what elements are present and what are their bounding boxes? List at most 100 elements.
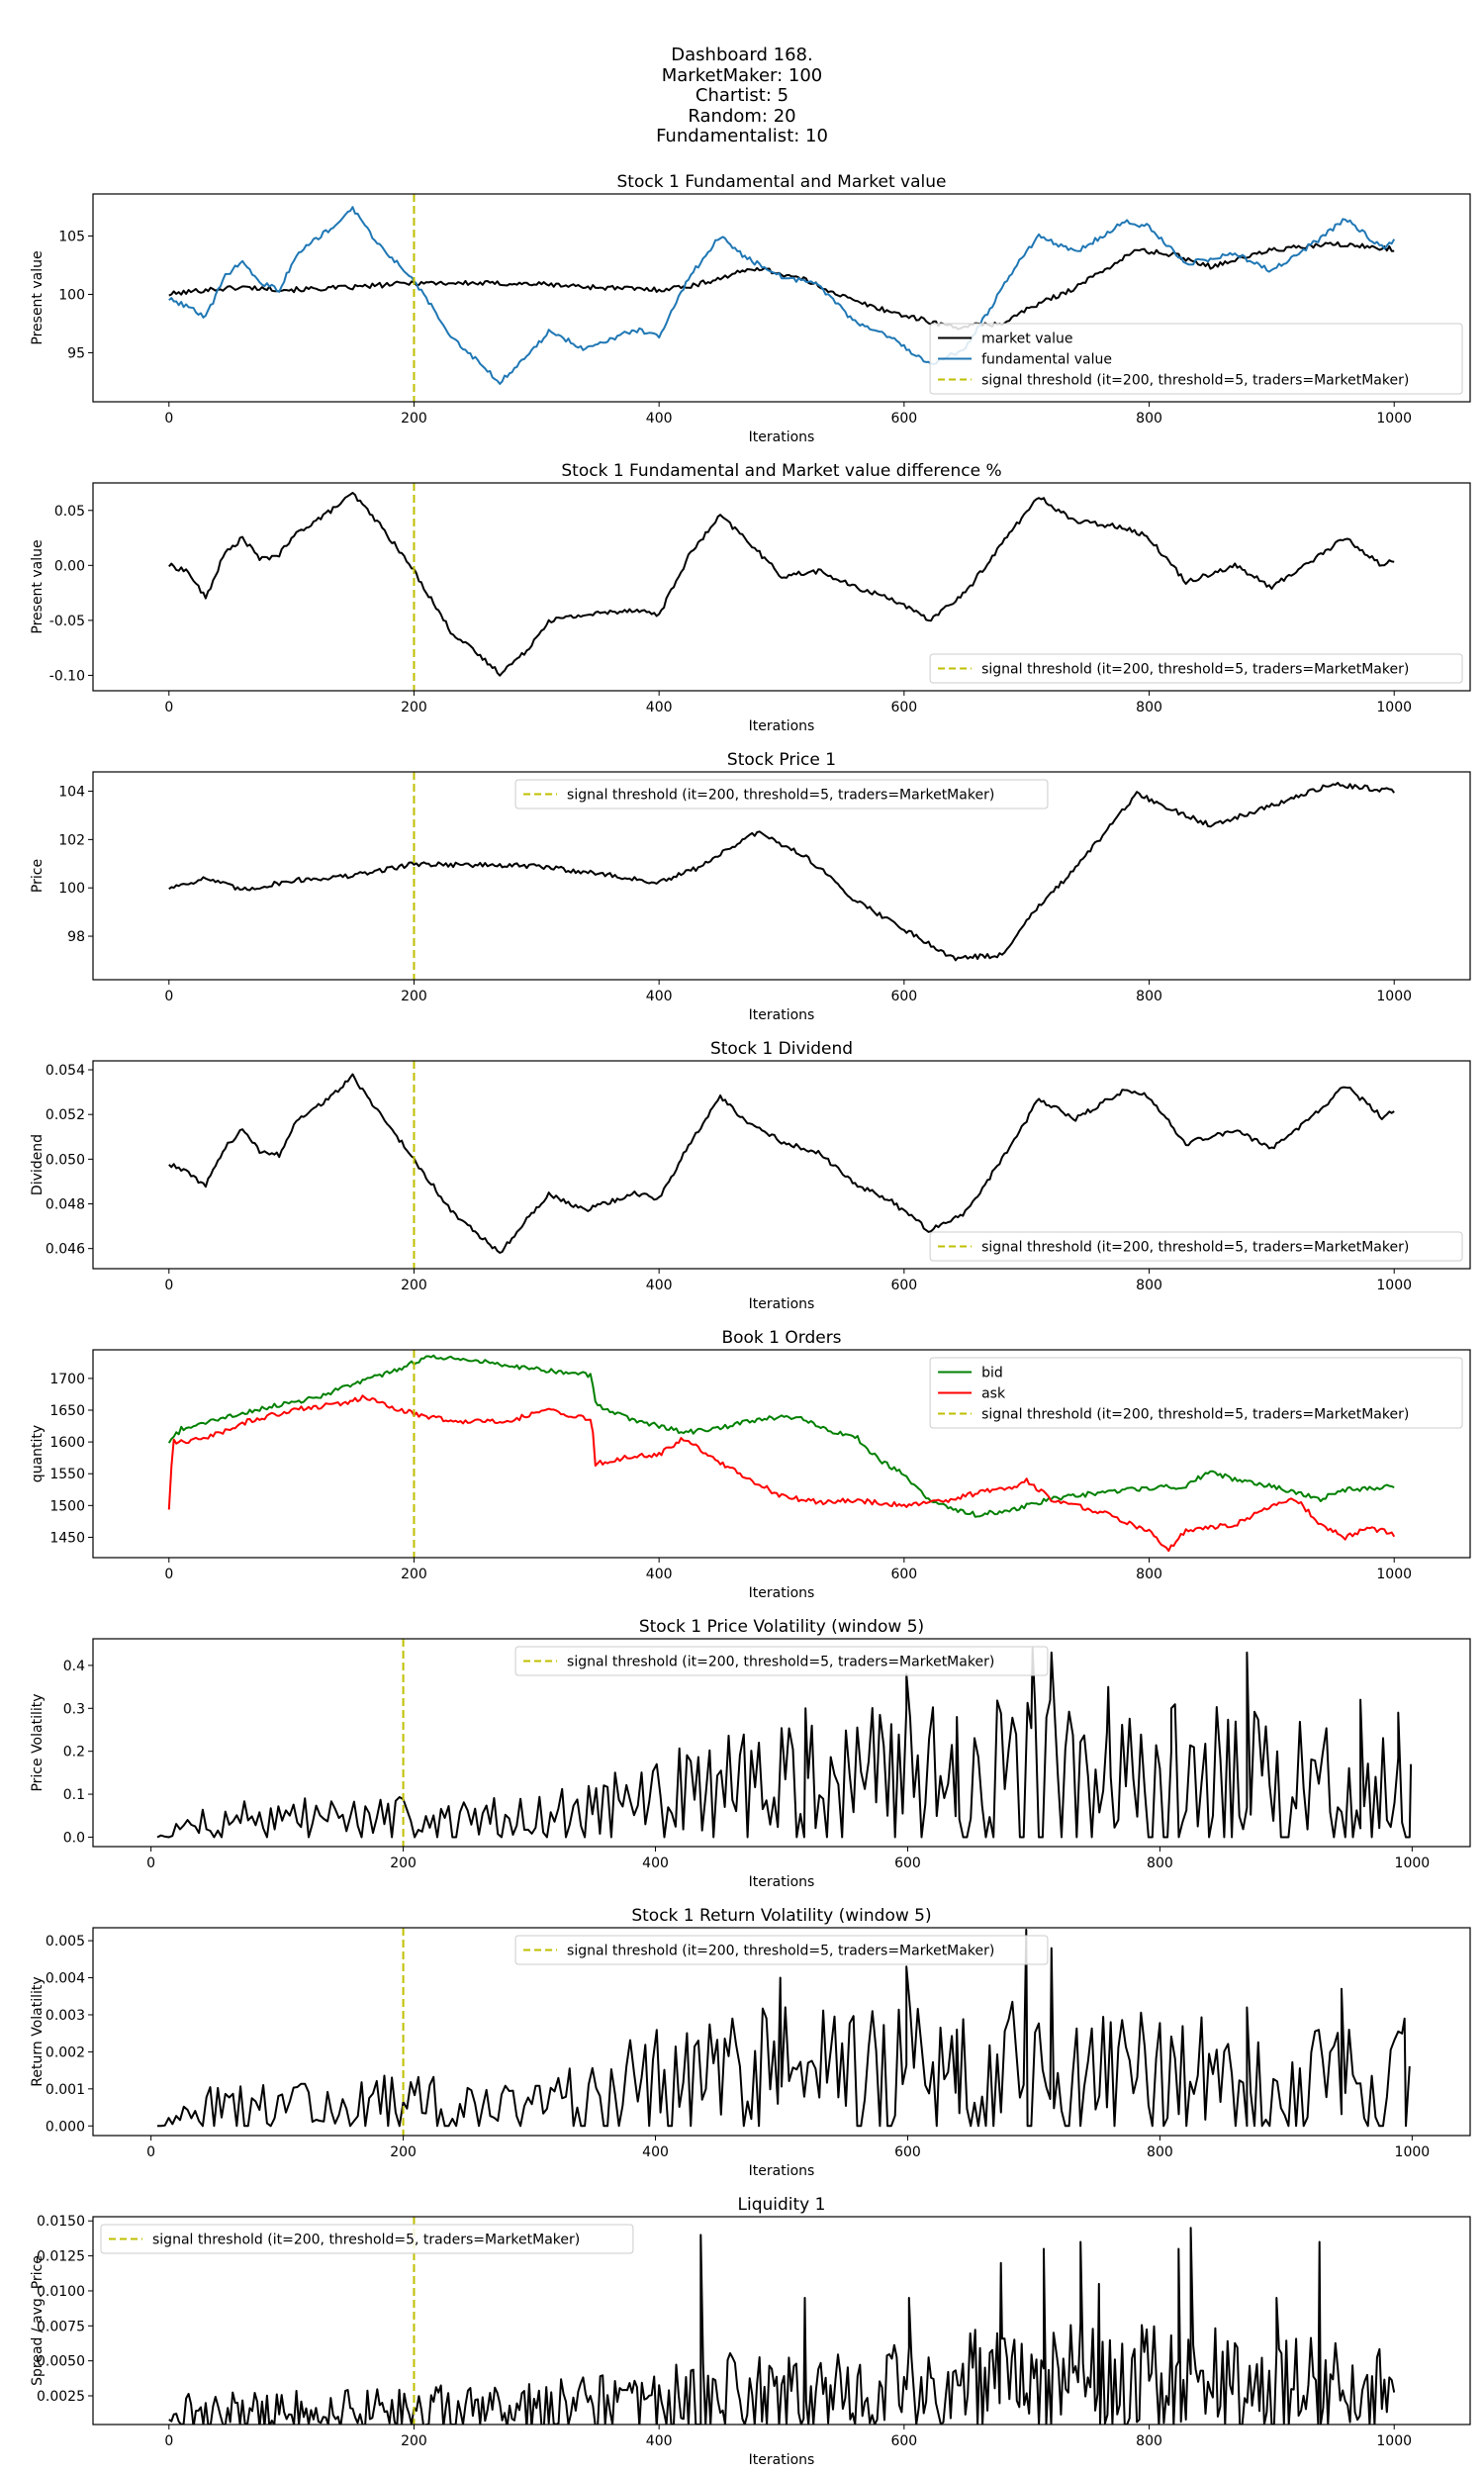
chart-title: Stock 1 Dividend — [710, 1039, 853, 1059]
legend: signal threshold (it=200, threshold=5, t… — [929, 1231, 1463, 1262]
y-tick-label: 1700 — [49, 1372, 85, 1387]
y-axis-label: Price Volatility — [30, 1693, 46, 1791]
y-tick-label: 0.0025 — [37, 2389, 85, 2405]
x-tick-label: 600 — [890, 1567, 917, 1582]
y-axis-label: Dividend — [30, 1134, 46, 1195]
x-tick-label: 600 — [890, 1278, 917, 1293]
y-tick-label: 1650 — [49, 1403, 85, 1419]
x-axis-label: Iterations — [749, 1007, 815, 1023]
series-line — [168, 240, 1395, 331]
y-tick-label: 0.0050 — [37, 2354, 85, 2370]
x-tick-label: 400 — [646, 700, 673, 715]
y-tick-label: 0.000 — [46, 2119, 85, 2135]
legend-box — [100, 2224, 634, 2254]
y-tick-label: -0.10 — [49, 668, 85, 684]
legend: bid ask signal threshold (it=200, threshol… — [929, 1357, 1463, 1429]
legend-label: signal threshold (it=200, threshold=5, t… — [981, 373, 1409, 389]
y-tick-label: 98 — [67, 929, 85, 945]
chart-title: Stock 1 Price Volatility (window 5) — [639, 1617, 924, 1637]
series-line — [167, 1354, 1395, 1518]
x-tick-label: 0 — [164, 1567, 173, 1582]
x-axis-label: Iterations — [749, 1585, 815, 1601]
series-line — [168, 492, 1395, 677]
series-line — [168, 782, 1395, 962]
suptitle-line: MarketMaker: 100 — [661, 64, 823, 86]
plot-area — [168, 1061, 1395, 1269]
x-axis-label: Iterations — [749, 1296, 815, 1312]
legend-box — [929, 323, 1463, 395]
plot-area — [168, 194, 1396, 402]
axes-frame — [92, 482, 1471, 692]
x-axis-label: Iterations — [749, 429, 815, 445]
legend-label: signal threshold (it=200, threshold=5, t… — [981, 1240, 1409, 1256]
y-axis-label: Present value — [30, 250, 46, 344]
y-tick-label: 0.005 — [46, 1934, 85, 1950]
y-tick-label: 95 — [67, 345, 85, 361]
legend-label: signal threshold (it=200, threshold=5, t… — [981, 662, 1409, 678]
series-line — [168, 1073, 1395, 1254]
suptitle-line: Random: 20 — [688, 105, 796, 127]
axes-frame — [92, 2216, 1471, 2426]
legend-label: signal threshold (it=200, threshold=5, t… — [567, 1655, 994, 1670]
y-tick-label: 0.052 — [46, 1107, 85, 1123]
y-axis-label: Return Volatility — [30, 1976, 46, 2086]
chart-panel: Stock 1 Fundamental and Market value 0 200… — [30, 172, 1471, 445]
legend: signal threshold (it=200, threshold=5, t… — [514, 1935, 1049, 1965]
chart-panel: Stock 1 Dividend 0 200 400 600 800 1000 Iterati… — [30, 1039, 1471, 1312]
x-tick-label: 600 — [894, 2144, 921, 2160]
y-tick-label: 1450 — [49, 1530, 85, 1546]
series-line — [157, 1928, 1411, 2128]
legend-label: signal threshold (it=200, threshold=5, t… — [567, 1944, 994, 1959]
y-tick-label: 1550 — [49, 1467, 85, 1482]
x-tick-label: 400 — [646, 2433, 673, 2449]
legend: market value fundamental value signal thre… — [929, 323, 1463, 395]
axes-frame — [92, 1638, 1471, 1848]
y-tick-label: 104 — [58, 785, 85, 801]
suptitle: Dashboard 168. MarketMaker: 100 Chartist… — [0, 45, 1484, 147]
plot-area — [167, 1350, 1396, 1558]
axes-frame — [92, 771, 1471, 981]
y-axis-label: quantity — [30, 1425, 46, 1482]
chart-panel: Liquidity 1 0 200 400 600 800 1000 Iterations 0.… — [30, 2195, 1471, 2468]
y-tick-label: 0.0100 — [37, 2284, 85, 2300]
x-tick-label: 400 — [642, 2144, 669, 2160]
x-tick-label: 600 — [890, 411, 917, 427]
chart-title: Stock Price 1 — [727, 750, 836, 770]
y-tick-label: 0.3 — [63, 1701, 85, 1717]
y-tick-label: 0.050 — [46, 1152, 85, 1168]
x-axis-label: Iterations — [749, 2163, 815, 2179]
x-tick-label: 200 — [401, 2433, 427, 2449]
legend-box — [929, 653, 1463, 684]
legend-label: signal threshold (it=200, threshold=5, t… — [567, 788, 994, 804]
x-tick-label: 1000 — [1376, 1278, 1412, 1293]
x-axis-label: Iterations — [749, 2452, 815, 2468]
legend-box — [929, 1231, 1463, 1262]
y-tick-label: 0.4 — [63, 1659, 85, 1674]
y-tick-label: 0.2 — [63, 1745, 85, 1760]
x-tick-label: 800 — [1147, 1856, 1173, 1871]
legend: signal threshold (it=200, threshold=5, t… — [929, 653, 1463, 684]
y-tick-label: 0.002 — [46, 2045, 85, 2060]
x-tick-label: 400 — [642, 1856, 669, 1871]
x-tick-label: 600 — [890, 2433, 917, 2449]
axes-frame — [92, 1349, 1471, 1559]
legend: signal threshold (it=200, threshold=5, t… — [100, 2224, 634, 2254]
legend-box — [514, 779, 1049, 809]
x-tick-label: 800 — [1147, 2144, 1173, 2160]
chart-title: Book 1 Orders — [721, 1328, 841, 1348]
chart-title: Liquidity 1 — [738, 2195, 826, 2215]
series-line — [168, 206, 1396, 385]
y-tick-label: 0.046 — [46, 1242, 85, 1258]
x-axis-label: Iterations — [749, 1874, 815, 1890]
y-tick-label: 0.048 — [46, 1197, 85, 1213]
x-tick-label: 600 — [890, 989, 917, 1004]
chart-panel: Book 1 Orders 0 200 400 600 800 1000 Iterations… — [30, 1328, 1471, 1601]
x-tick-label: 0 — [164, 989, 173, 1004]
y-axis-label: Spread / avg. Price — [30, 2255, 46, 2386]
plot-area — [168, 483, 1395, 691]
x-tick-label: 200 — [401, 1278, 427, 1293]
legend-label: signal threshold (it=200, threshold=5, t… — [981, 1407, 1409, 1423]
y-tick-label: 0.0 — [63, 1830, 85, 1846]
x-tick-label: 200 — [401, 411, 427, 427]
